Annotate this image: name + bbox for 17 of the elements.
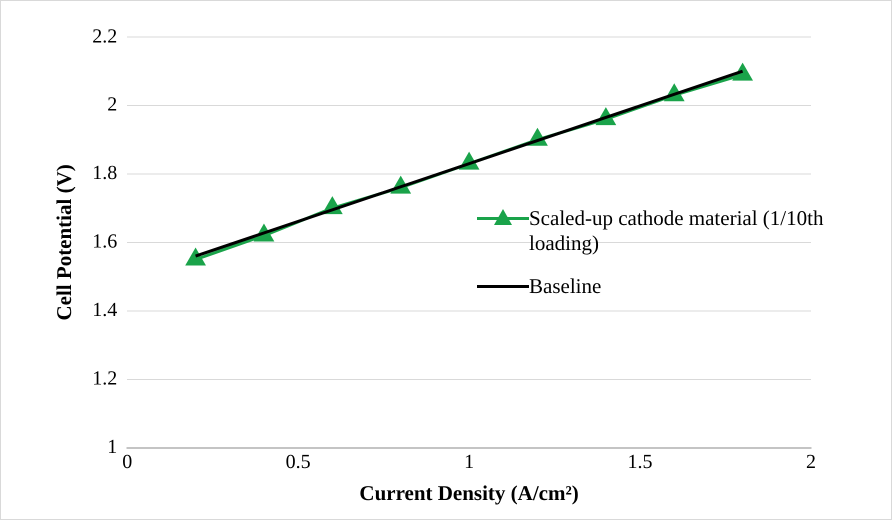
- y-tick-label: 1.6: [92, 230, 118, 253]
- x-tick-label: 0.5: [286, 451, 311, 474]
- y-axis-title: Cell Potential (V): [52, 164, 76, 321]
- y-tick-label: 1.8: [92, 162, 118, 184]
- legend-label: Scaled-up cathode material (1/10th loading): [529, 206, 824, 256]
- y-tick-label: 2.2: [92, 25, 118, 48]
- legend-label: Baseline: [529, 274, 602, 299]
- x-tick-label: 2: [806, 451, 816, 474]
- x-tick-label: 1.5: [628, 451, 653, 474]
- y-tick-label: 1.4: [92, 299, 118, 322]
- y-tick-label: 2: [107, 94, 118, 116]
- y-tick-label: 1: [107, 436, 118, 458]
- y-tick-label: 1.2: [92, 368, 118, 390]
- x-tick-label: 1: [464, 451, 474, 474]
- x-axis-title: Current Density (A/cm²): [359, 480, 579, 505]
- point: [186, 249, 205, 266]
- x-tick-label: 0: [122, 451, 132, 474]
